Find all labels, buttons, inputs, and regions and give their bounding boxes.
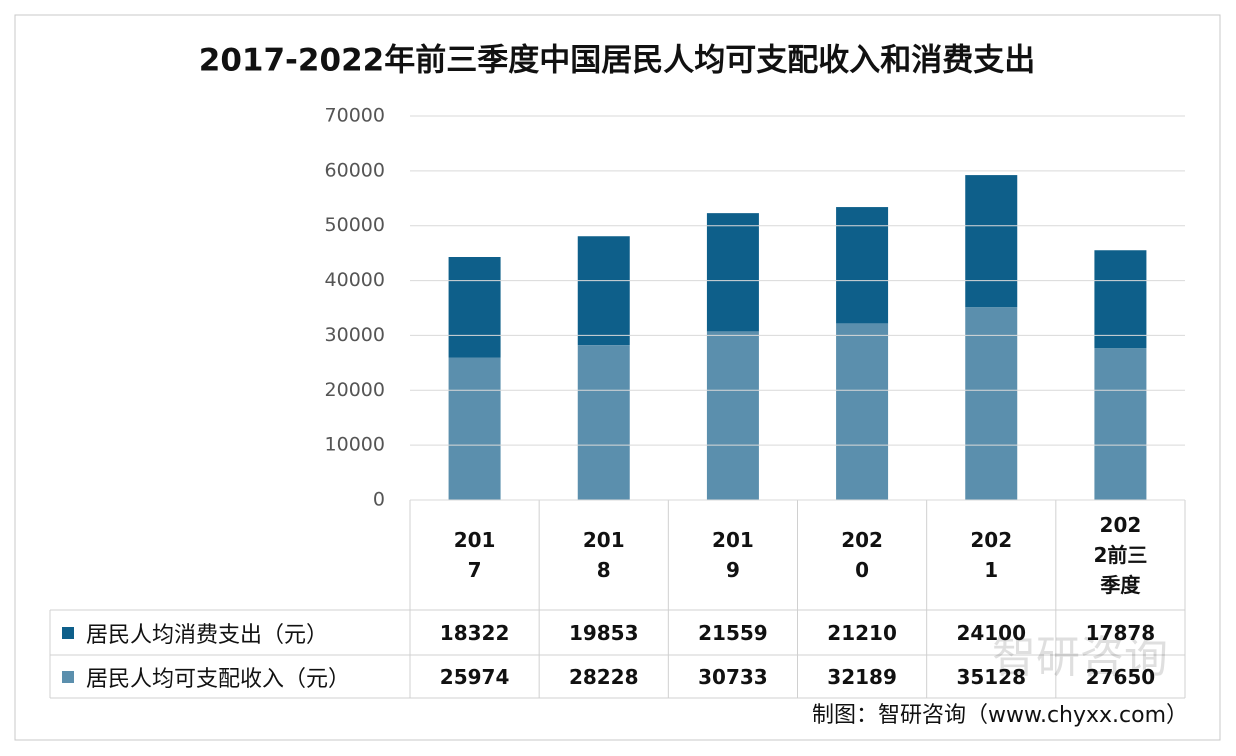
legend-text: 居民人均可支配收入（元） [86,666,351,692]
category-text: 2017 [453,528,496,582]
legend-text: 居民人均消费支出（元） [86,622,329,648]
legend-key [62,626,74,639]
x-tick-label: 2020 [798,500,927,610]
bar-segment [836,323,889,500]
category-text: 2018 [582,528,625,582]
chart-title: 2017-2022年前三季度中国居民人均可支配收入和消费支出 [199,43,1035,79]
bar-segment [1094,348,1147,500]
category-text: 2022前三季度 [1093,513,1148,597]
y-tick-label: 10000 [325,434,385,456]
table-value: 30733 [698,664,768,689]
watermark: 智研咨询 [992,632,1168,683]
x-tick-label: 2019 [668,500,797,610]
y-tick-label: 50000 [325,214,385,236]
category-text: 2021 [970,528,1013,582]
table-value: 18322 [439,620,510,645]
table-value: 28228 [568,664,639,689]
table-value: 32189 [827,664,897,689]
bar-segment [965,175,1018,308]
table-value: 21559 [698,620,768,645]
table-value: 35128 [956,664,1027,689]
bar-segment [706,213,759,332]
table-value: 21210 [827,620,897,645]
legend-key [62,670,74,683]
bar-segment [448,257,501,358]
table-value: 19853 [568,620,639,645]
y-tick-label: 40000 [325,269,385,291]
bar-segment [577,345,630,500]
y-tick-label: 0 [373,489,385,511]
y-tick-label: 30000 [325,324,385,346]
table-value: 25974 [439,664,510,689]
bar-segment [448,357,501,500]
table-value: 24100 [956,620,1027,645]
table-value: 17878 [1085,620,1156,645]
x-tick-label: 2021 [927,500,1056,610]
x-tick-label: 2018 [539,500,668,610]
table-value: 27650 [1085,664,1156,689]
x-tick-label: 2022前三季度 [1056,500,1185,610]
bar-segment [836,207,889,324]
category-text: 2019 [712,528,754,582]
y-tick-label: 20000 [325,379,385,401]
legend-entry: 居民人均可支配收入（元） [50,655,410,698]
y-tick-label: 70000 [325,105,385,127]
bar-segment [965,307,1018,500]
y-tick-label: 60000 [325,159,385,181]
source-note: 制图：智研咨询（www.chyxx.com） [812,703,1188,728]
x-tick-label: 2017 [410,500,539,610]
bar-segment [577,236,630,346]
bar-segment [706,331,759,500]
bar-segment [1094,250,1147,349]
legend-entry: 居民人均消费支出（元） [50,610,410,655]
category-text: 2020 [841,528,883,582]
